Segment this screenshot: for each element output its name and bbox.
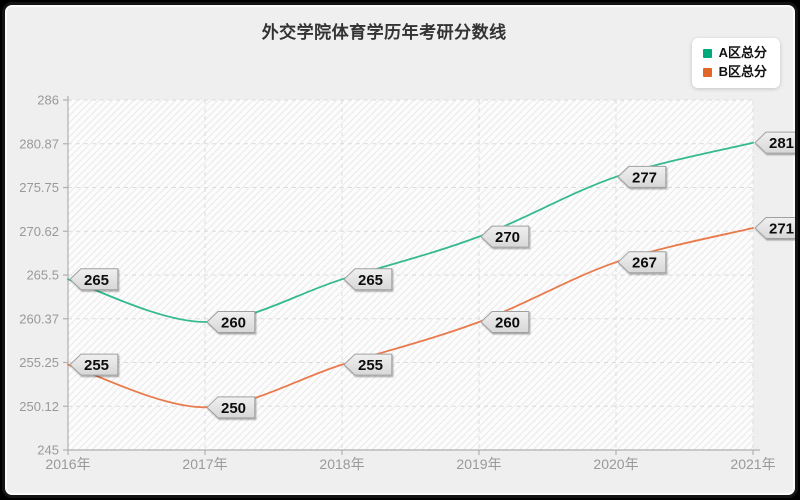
legend: A区总分 B区总分 (691, 38, 780, 88)
badge-shape (480, 225, 530, 248)
badge-value: 265 (84, 272, 109, 289)
y-tick-label: 286 (37, 93, 59, 108)
y-tick-label: 275.75 (19, 180, 59, 195)
data-point-label: 265 (69, 268, 119, 291)
badge-shape (206, 310, 256, 333)
badge-shape (343, 353, 393, 376)
badge-shape (754, 131, 795, 154)
y-tick-label: 250.12 (19, 399, 59, 414)
badge-shape (617, 165, 667, 188)
data-point-label: 250 (206, 396, 256, 419)
badge-value: 281 (769, 135, 794, 152)
badge-value: 260 (495, 314, 520, 331)
data-point-label: 255 (343, 353, 393, 376)
data-point-label: 271 (754, 217, 795, 240)
badge-shape (206, 396, 256, 419)
badge-value: 265 (358, 272, 383, 289)
legend-label: A区总分 (718, 45, 767, 60)
legend-item-b[interactable]: B区总分 (702, 64, 767, 80)
data-point-label: 270 (480, 225, 530, 248)
badge-value: 277 (632, 169, 657, 186)
badge-value: 250 (221, 400, 246, 417)
line-chart-canvas: 286 280.87 275.75 270.62 265.5 260.37 255.25 25… (19, 93, 795, 472)
data-point-label: 281 (754, 131, 795, 154)
x-tick-label: 2016年 (45, 456, 90, 472)
legend-item-a[interactable]: A区总分 (702, 45, 767, 60)
plot-area (68, 100, 753, 450)
badge-value: 255 (358, 357, 383, 374)
data-point-label: 260 (206, 310, 256, 333)
badge-shape (343, 268, 393, 291)
badge-shape (617, 251, 667, 274)
badge-value: 270 (495, 229, 520, 246)
badge-shape (754, 217, 795, 240)
x-tick-label: 2018年 (319, 456, 364, 472)
legend-swatch-icon (702, 67, 712, 77)
data-point-label: 267 (617, 251, 667, 274)
y-tick-label: 255.25 (19, 355, 59, 370)
badge-value: 267 (632, 255, 657, 272)
badge-value: 255 (84, 357, 109, 374)
y-tick-label: 260.37 (19, 311, 59, 326)
y-tick-label: 265.5 (26, 268, 59, 283)
x-tick-label: 2021年 (730, 456, 775, 472)
legend-swatch-icon (702, 48, 712, 58)
badge-shape (69, 268, 119, 291)
y-tick-label: 245 (37, 443, 59, 458)
chart-title: 外交学院体育学历年考研分数线 (261, 23, 507, 42)
badge-shape (69, 353, 119, 376)
x-tick-label: 2017年 (182, 456, 227, 472)
badge-shape (480, 310, 530, 333)
x-tick-label: 2019年 (456, 456, 501, 472)
data-point-label: 277 (617, 165, 667, 188)
data-point-label: 255 (69, 353, 119, 376)
legend-label: B区总分 (718, 64, 767, 80)
y-tick-label: 270.62 (19, 224, 59, 239)
y-tick-label: 280.87 (19, 136, 59, 151)
badge-value: 271 (769, 221, 794, 238)
badge-value: 260 (221, 314, 246, 331)
x-tick-label: 2020年 (593, 456, 638, 472)
data-point-label: 260 (480, 310, 530, 333)
data-point-label: 265 (343, 268, 393, 291)
